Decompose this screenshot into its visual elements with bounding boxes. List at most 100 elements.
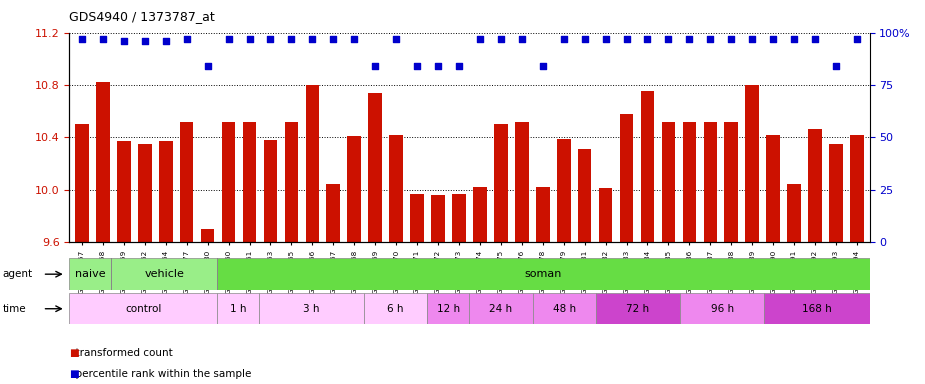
Bar (578, 149, 591, 242)
Bar (216, 293, 259, 324)
Point (305, 36, 320, 42)
Point (577, 36, 592, 42)
Text: 48 h: 48 h (552, 304, 575, 314)
Text: 96 h: 96 h (710, 304, 734, 314)
Point (284, 36, 299, 42)
Bar (222, 122, 235, 242)
Point (682, 36, 697, 42)
Text: ■: ■ (69, 369, 80, 379)
Bar (159, 141, 173, 242)
Bar (389, 135, 403, 242)
Bar (216, 258, 870, 290)
Bar (473, 187, 487, 242)
Text: 6 h: 6 h (388, 304, 404, 314)
Text: soman: soman (524, 269, 561, 279)
Point (829, 63, 844, 69)
Bar (787, 184, 801, 242)
Bar (411, 194, 424, 242)
Text: GDS4940 / 1373787_at: GDS4940 / 1373787_at (69, 10, 216, 23)
Point (619, 36, 634, 42)
Bar (850, 135, 864, 242)
Point (849, 36, 864, 42)
Point (598, 36, 613, 42)
Text: 24 h: 24 h (489, 304, 512, 314)
Text: percentile rank within the sample: percentile rank within the sample (69, 369, 252, 379)
Bar (598, 188, 612, 242)
Bar (808, 129, 821, 242)
Text: vehicle: vehicle (144, 269, 184, 279)
Text: 72 h: 72 h (626, 304, 649, 314)
Point (556, 36, 571, 42)
Bar (620, 114, 634, 242)
Bar (452, 194, 466, 242)
Point (451, 63, 466, 69)
Point (493, 36, 508, 42)
Point (200, 63, 215, 69)
Bar (829, 144, 843, 242)
Point (158, 38, 173, 44)
Bar (515, 122, 528, 242)
Bar (494, 124, 508, 242)
Point (368, 63, 383, 69)
Point (263, 36, 278, 42)
Text: naive: naive (75, 269, 105, 279)
Bar (69, 293, 216, 324)
Bar (704, 122, 717, 242)
Point (661, 36, 676, 42)
Bar (533, 293, 596, 324)
Bar (179, 122, 193, 242)
Bar (242, 122, 256, 242)
Bar (264, 140, 278, 242)
Point (138, 38, 153, 44)
Bar (327, 184, 340, 242)
Point (724, 36, 739, 42)
Point (75, 36, 90, 42)
Text: ■: ■ (69, 348, 80, 358)
Bar (305, 85, 319, 242)
Point (179, 36, 194, 42)
Text: 1 h: 1 h (229, 304, 246, 314)
Bar (766, 135, 780, 242)
Bar (364, 293, 427, 324)
Bar (536, 187, 549, 242)
Bar (661, 122, 675, 242)
Bar (724, 122, 738, 242)
Point (808, 36, 822, 42)
Bar (596, 293, 680, 324)
Bar (683, 122, 697, 242)
Text: transformed count: transformed count (69, 348, 173, 358)
Bar (259, 293, 364, 324)
Point (703, 36, 718, 42)
Bar (557, 139, 571, 242)
Bar (138, 144, 152, 242)
Point (766, 36, 781, 42)
Point (388, 36, 403, 42)
Text: 168 h: 168 h (802, 304, 832, 314)
Point (242, 36, 257, 42)
Point (410, 63, 425, 69)
Bar (764, 293, 870, 324)
Bar (746, 85, 759, 242)
Bar (285, 122, 298, 242)
Point (473, 36, 487, 42)
Point (326, 36, 340, 42)
Bar (75, 124, 89, 242)
Point (117, 38, 131, 44)
Point (745, 36, 759, 42)
Text: control: control (125, 304, 161, 314)
Bar (680, 293, 764, 324)
Bar (117, 141, 130, 242)
Bar (470, 293, 533, 324)
Point (431, 63, 446, 69)
Point (514, 36, 529, 42)
Text: agent: agent (3, 269, 33, 279)
Point (536, 63, 550, 69)
Bar (427, 293, 470, 324)
Point (95, 36, 110, 42)
Bar (348, 136, 361, 242)
Point (347, 36, 362, 42)
Bar (112, 258, 216, 290)
Point (640, 36, 655, 42)
Bar (201, 229, 215, 242)
Bar (96, 82, 110, 242)
